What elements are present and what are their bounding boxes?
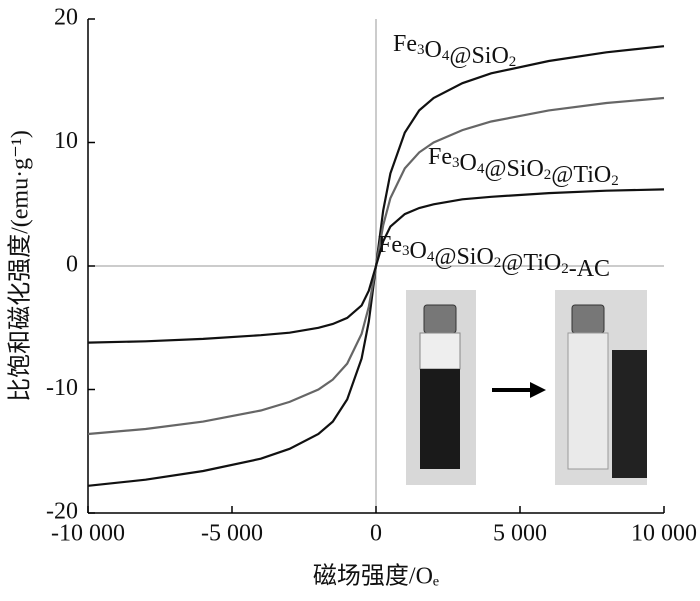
series-label: Fe3O4@SiO2 [393, 31, 516, 71]
curve [87, 188, 665, 344]
y-tick-label: -20 [46, 499, 78, 525]
x-tick-label: -5 000 [201, 521, 263, 547]
y-tick-label: 20 [54, 5, 78, 31]
y-tick-label: 10 [54, 128, 78, 154]
x-tick-label: 0 [370, 521, 382, 547]
x-tick-label: -10 000 [51, 521, 125, 547]
series-label: Fe3O4@SiO2@TiO2 [428, 144, 619, 190]
inset-photo [406, 290, 647, 485]
x-tick-label: 10 000 [631, 521, 697, 547]
x-tick-label: 5 000 [493, 521, 547, 547]
y-tick-label: 0 [66, 252, 78, 278]
y-axis-label: 比饱和磁化强度/(emu·g⁻¹) [7, 130, 34, 402]
series-label: Fe3O4@SiO2@TiO2-AC [378, 232, 610, 282]
x-axis-label: 磁场强度/Oₑ [313, 563, 439, 590]
y-tick-label: -10 [46, 375, 78, 401]
